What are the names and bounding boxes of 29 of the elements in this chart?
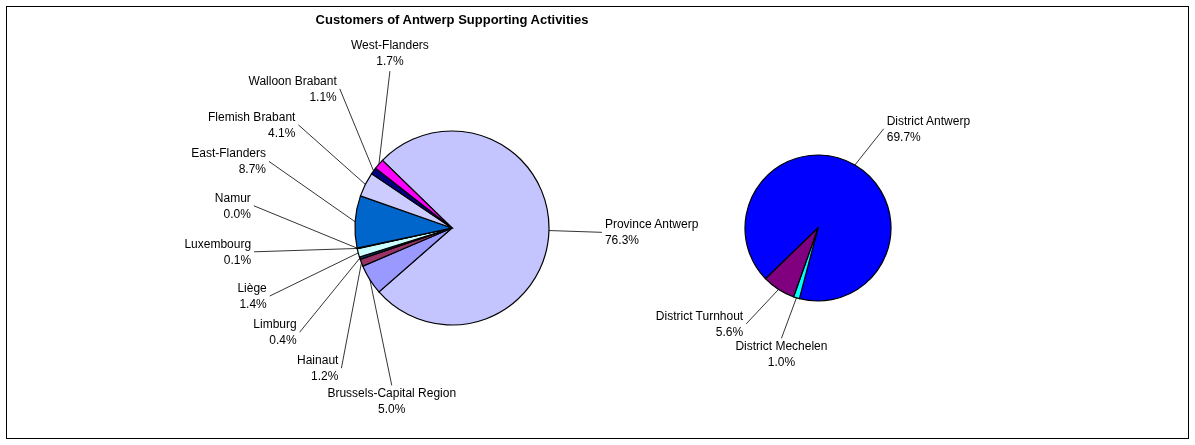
data-label: 76.3% — [604, 233, 640, 248]
data-label: 69.7% — [886, 129, 922, 144]
slice-label: East-Flanders — [191, 146, 266, 161]
data-label: 1.2% — [311, 369, 339, 384]
slice-label: District Turnhout — [655, 308, 744, 323]
slice-label: Hainaut — [297, 353, 340, 368]
chart-title: Customers of Antwerp Supporting Activities — [315, 12, 589, 27]
slice-label: District Mechelen — [735, 339, 828, 354]
slice-label: Limburg — [253, 317, 297, 332]
data-label: 5.0% — [378, 402, 406, 417]
slice-label: West-Flanders — [351, 38, 429, 53]
data-label: 8.7% — [238, 162, 267, 177]
data-label: 5.6% — [715, 324, 744, 339]
slice-label: Liège — [237, 281, 268, 296]
data-label: 1.7% — [376, 54, 404, 69]
data-label: 1.1% — [309, 89, 338, 104]
data-label: 0.4% — [269, 333, 297, 348]
slice-label: District Antwerp — [886, 113, 971, 128]
data-label: 0.1% — [223, 252, 252, 267]
data-label: 1.0% — [767, 355, 796, 370]
slice-label: Flemish Brabant — [208, 109, 297, 124]
data-label: 1.4% — [239, 297, 268, 312]
slice-label: Walloon Brabant — [248, 73, 338, 88]
slice-label: Brussels-Capital Region — [327, 386, 457, 401]
text: 0.0% — [223, 206, 251, 221]
slice-label: Province Antwerp — [604, 217, 699, 232]
data-label: 4.1% — [268, 125, 296, 140]
slice-label: Luxembourg — [184, 236, 252, 251]
category-label: Namur — [214, 190, 251, 205]
